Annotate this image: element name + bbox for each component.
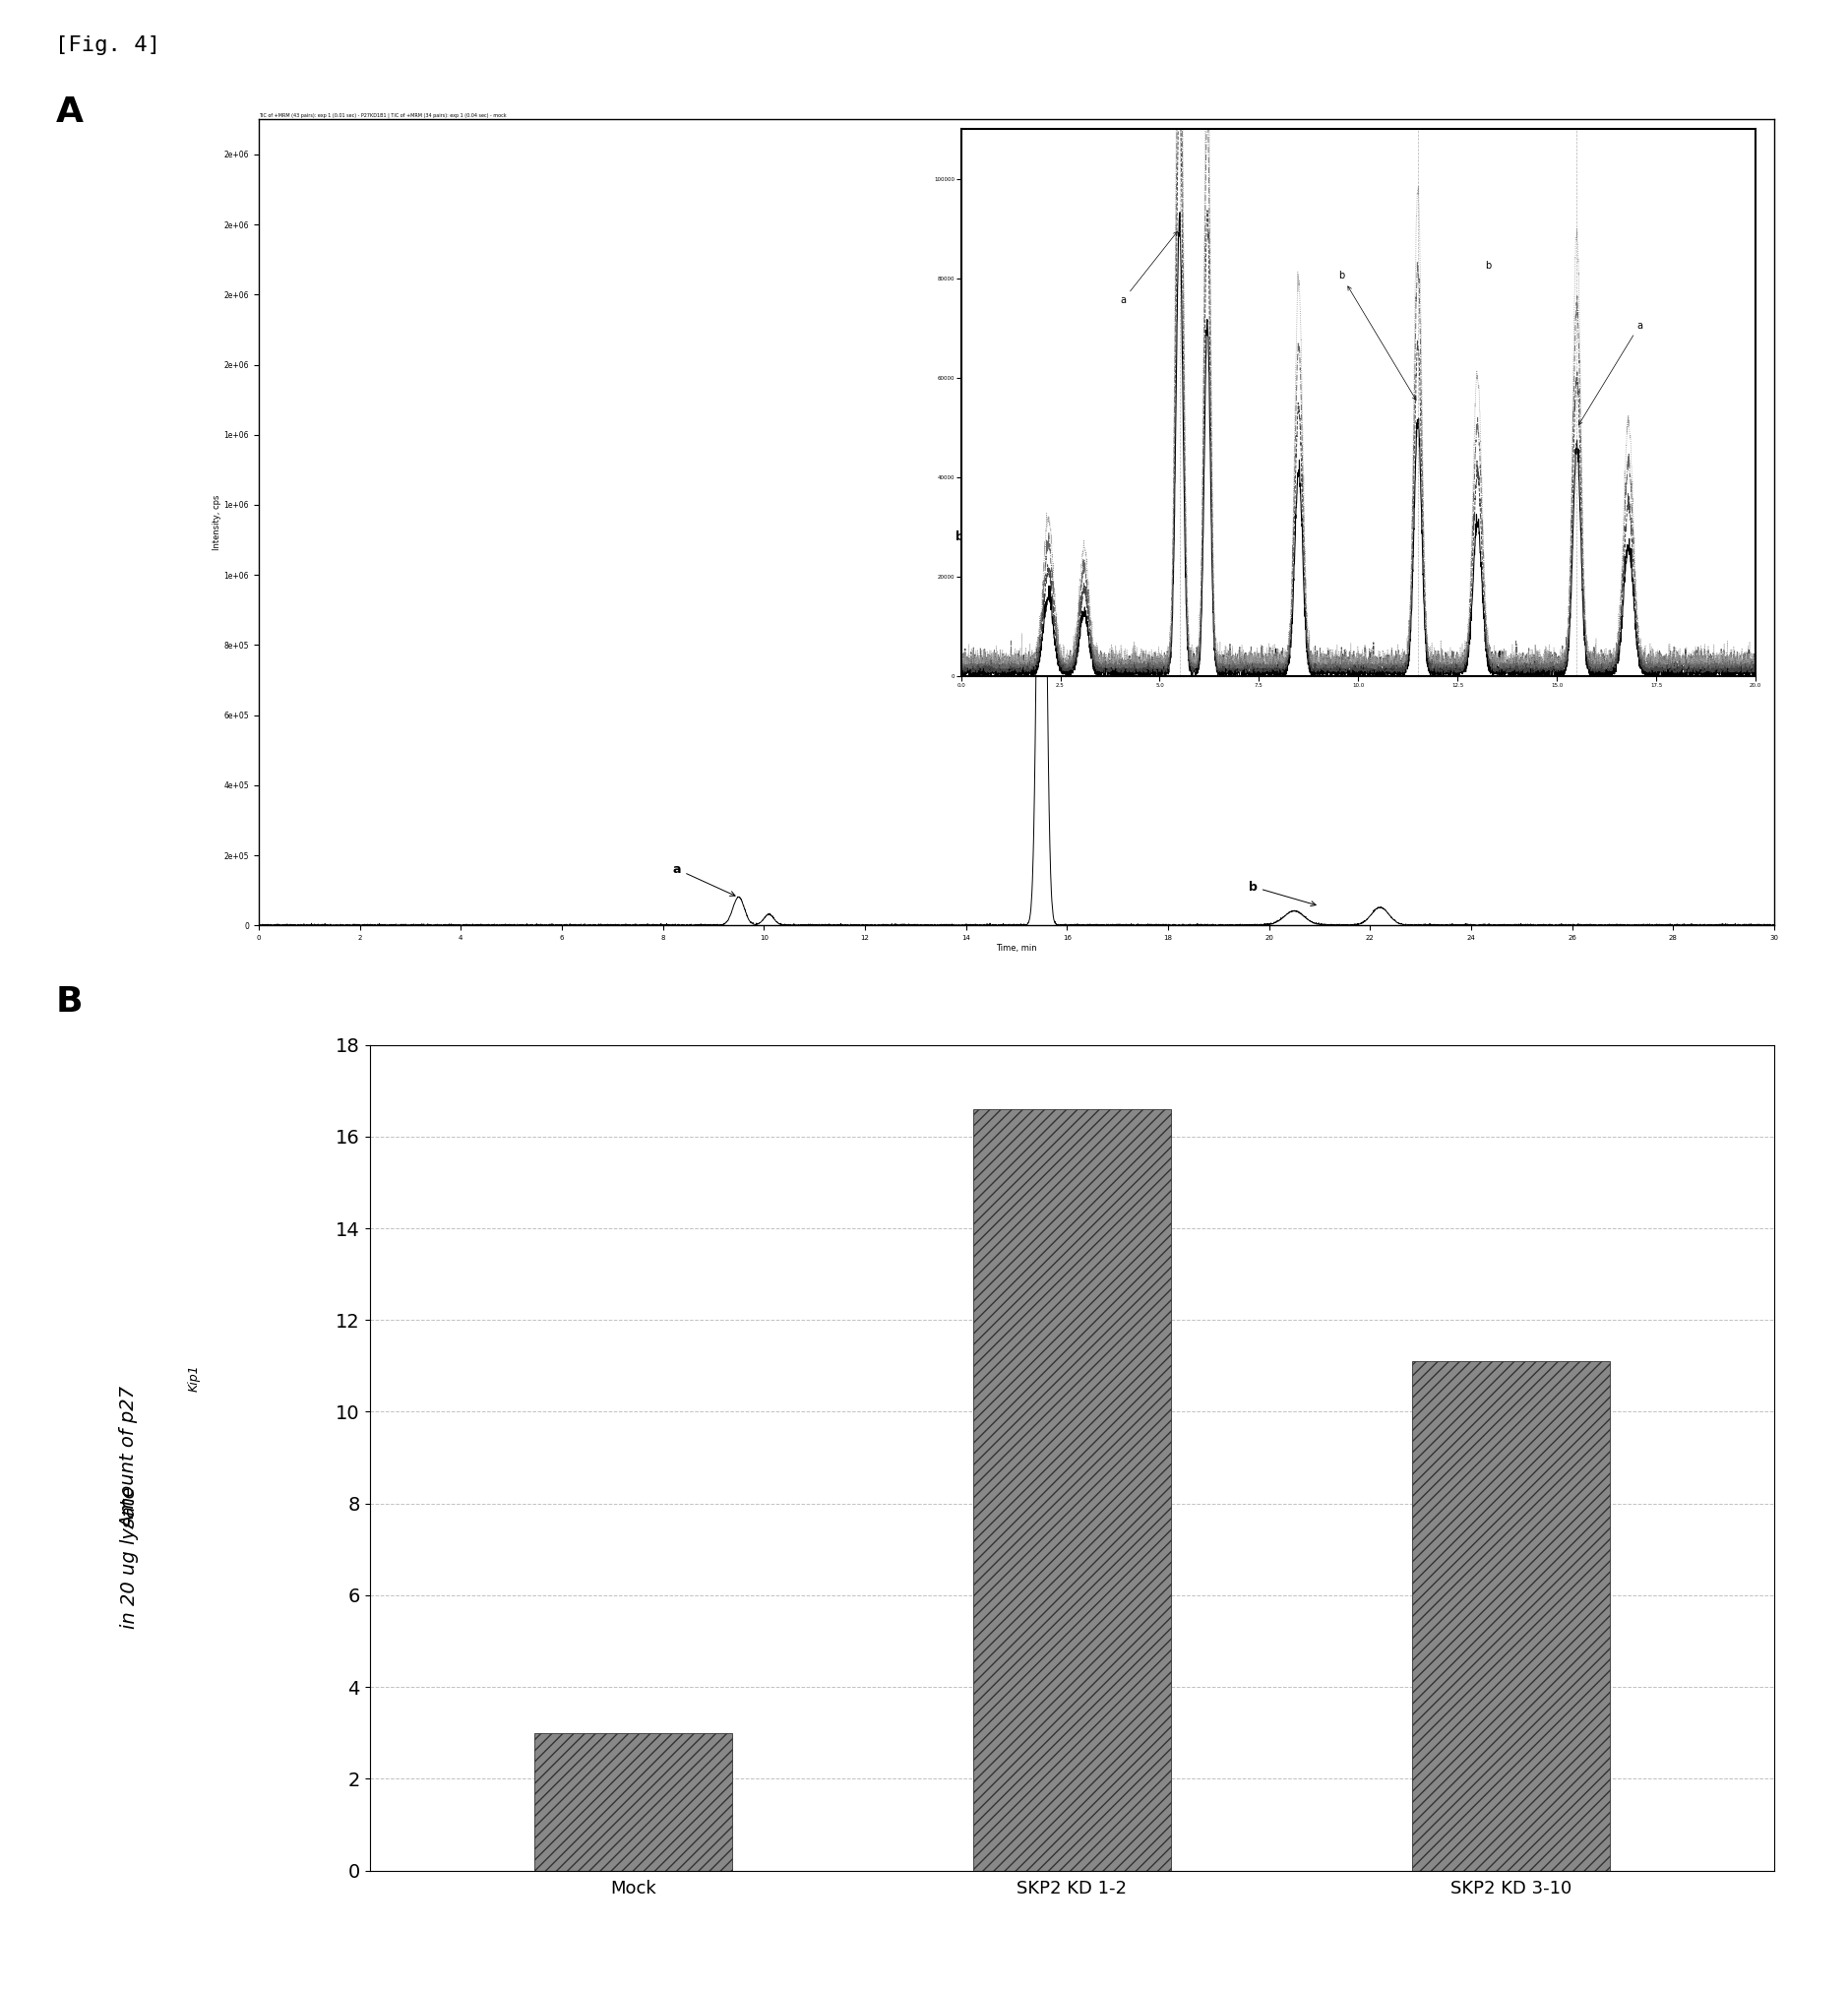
Text: B: B [55,985,83,1019]
Text: A: A [55,96,83,129]
Text: b: b [955,263,1042,543]
Bar [974,1108,1170,1871]
X-axis label: Time, min: Time, min [996,943,1037,953]
Text: a: a [1120,231,1177,304]
Text: Kip1: Kip1 [188,1365,200,1391]
Y-axis label: Intensity, cps: Intensity, cps [213,496,222,549]
Text: b: b [1338,271,1416,400]
Text: b: b [1486,261,1491,271]
Text: a: a [1578,320,1643,424]
Text: TIC of +MRM (43 pairs): exp 1 (0.01 sec) - P27KD1B1 | TIC of +MRM (34 pairs): ex: TIC of +MRM (43 pairs): exp 1 (0.01 sec)… [259,113,506,117]
Text: b: b [1249,880,1316,905]
Bar [534,1733,732,1871]
Text: a: a [673,864,736,896]
Text: Amount of p27: Amount of p27 [120,1387,139,1528]
Text: [Fig. 4]: [Fig. 4] [55,36,161,56]
Bar [1412,1361,1610,1871]
Text: in 20 ug lysate: in 20 ug lysate [120,1487,139,1628]
